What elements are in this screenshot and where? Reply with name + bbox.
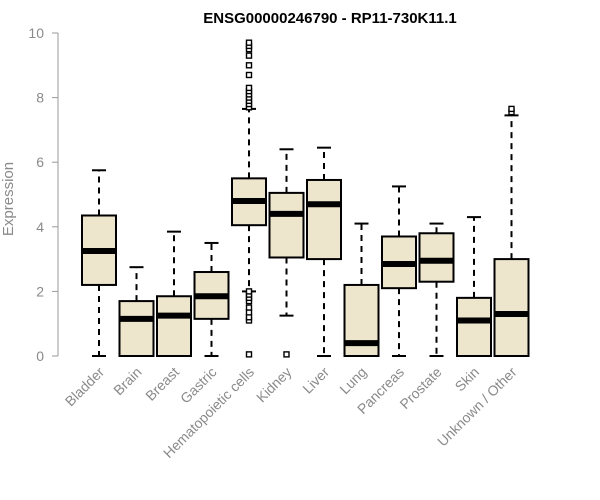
y-tick-label: 6: [36, 154, 44, 170]
x-tick-label: Kidney: [253, 364, 295, 406]
y-tick-label: 0: [36, 348, 44, 364]
outlier-point: [245, 288, 253, 295]
y-tick-label: 10: [28, 25, 44, 41]
outlier-point: [245, 62, 253, 69]
outlier-point: [245, 351, 253, 358]
x-tick-label: Skin: [452, 364, 483, 395]
box-rect: [306, 178, 342, 261]
outlier-point: [245, 39, 253, 46]
box-liver: [306, 146, 342, 357]
outlier-point: [283, 351, 290, 358]
outlier-point: [245, 304, 253, 311]
box-rect: [118, 300, 155, 357]
box-rect: [418, 232, 455, 283]
x-tick-label: Brain: [110, 364, 144, 398]
box-hematopoietic-cells: [231, 39, 267, 358]
box-lung: [343, 222, 380, 357]
box-rect: [493, 258, 530, 358]
y-tick-label: 4: [36, 219, 44, 235]
x-tick-label: Breast: [142, 364, 182, 404]
outlier-point: [245, 84, 253, 92]
x-tick-label: Prostate: [396, 364, 444, 412]
outlier-point: [245, 52, 253, 59]
outlier-point: [245, 71, 253, 79]
box-gastric: [193, 241, 230, 357]
outlier-point: [508, 105, 515, 113]
x-tick-label: Bladder: [62, 364, 108, 410]
y-axis-label: Expression: [0, 162, 17, 236]
chart-title: ENSG00000246790 - RP11-730K11.1: [203, 10, 457, 27]
x-tick-label: Liver: [299, 364, 332, 397]
boxes: [81, 39, 530, 358]
box-prostate: [418, 222, 455, 357]
box-breast: [156, 230, 192, 357]
box-skin: [456, 216, 492, 357]
box-brain: [118, 266, 155, 357]
box-rect: [268, 191, 305, 259]
box-rect: [456, 296, 492, 357]
x-tick-label: Lung: [336, 364, 369, 397]
box-kidney: [268, 148, 305, 358]
box-pancreas: [381, 185, 417, 357]
y-tick-label: 2: [36, 283, 44, 299]
box-rect: [156, 295, 192, 357]
box-unknown-other: [493, 105, 530, 358]
box-bladder: [81, 169, 117, 357]
axes: 0 2 4 6 8 10: [28, 25, 59, 364]
y-tick-label: 8: [36, 90, 44, 106]
